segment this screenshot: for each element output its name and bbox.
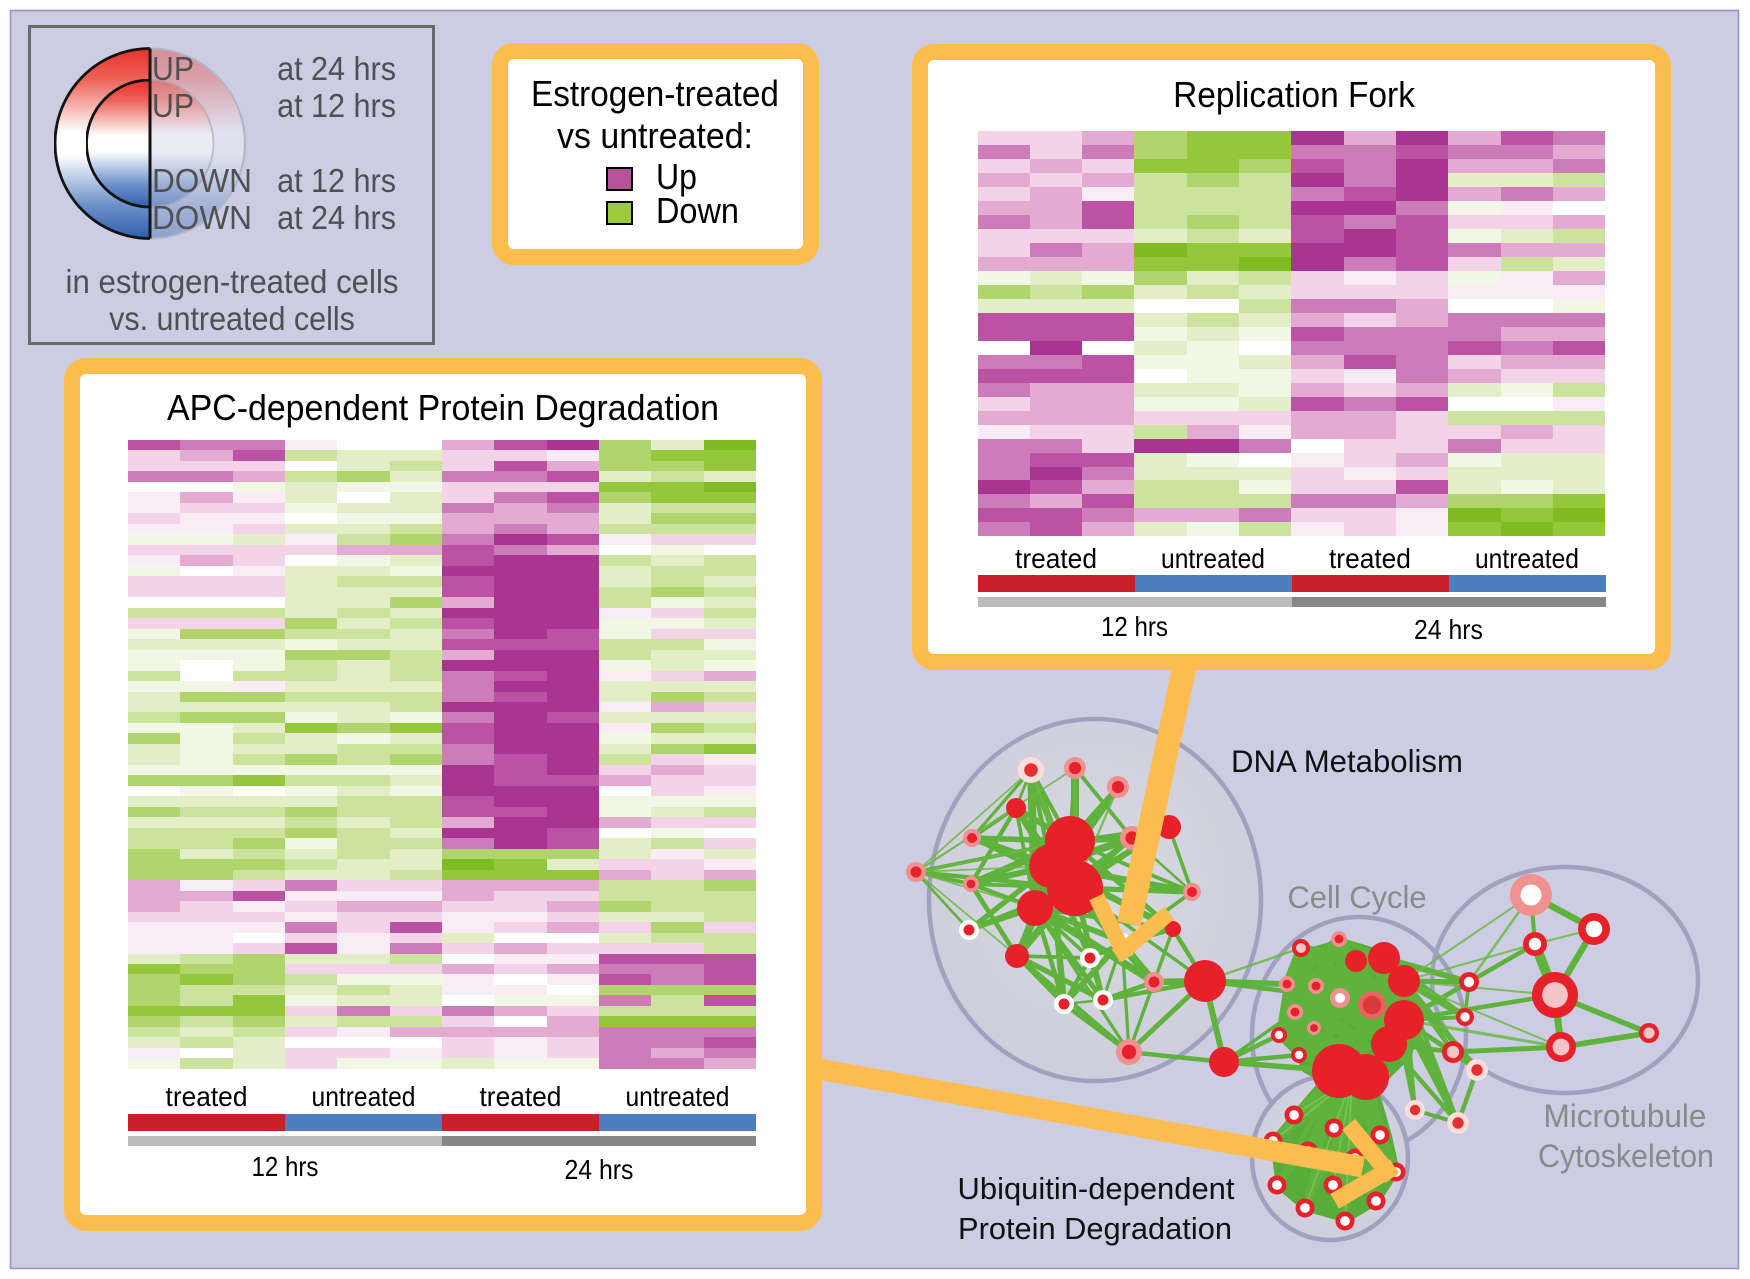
svg-text:DOWN: DOWN [152, 199, 252, 236]
svg-text:Down: Down [656, 191, 739, 231]
svg-text:treated: treated [166, 1081, 248, 1112]
svg-text:24 hrs: 24 hrs [564, 1154, 633, 1186]
svg-text:12 hrs: 12 hrs [1101, 610, 1168, 642]
svg-text:treated: treated [1015, 543, 1097, 574]
svg-text:Microtubule: Microtubule [1544, 1098, 1707, 1134]
svg-text:vs untreated:: vs untreated: [557, 116, 753, 156]
svg-text:untreated: untreated [625, 1081, 729, 1113]
svg-text:DOWN: DOWN [152, 162, 252, 199]
svg-text:Up: Up [656, 157, 697, 197]
svg-text:untreated: untreated [1475, 543, 1579, 575]
svg-text:DNA Metabolism: DNA Metabolism [1231, 744, 1463, 779]
svg-text:12 hrs: 12 hrs [252, 1150, 319, 1182]
svg-text:at 12 hrs: at 12 hrs [277, 162, 396, 199]
svg-text:UP: UP [152, 87, 194, 125]
svg-text:treated: treated [1329, 543, 1411, 574]
svg-text:untreated: untreated [312, 1081, 416, 1113]
svg-text:at 24 hrs: at 24 hrs [277, 199, 396, 236]
svg-text:APC-dependent Protein Degradat: APC-dependent Protein Degradation [167, 388, 719, 428]
svg-text:Ubiquitin-dependent: Ubiquitin-dependent [958, 1171, 1235, 1206]
svg-text:treated: treated [479, 1081, 561, 1112]
svg-text:in estrogen-treated cells: in estrogen-treated cells [66, 263, 399, 300]
svg-text:vs. untreated cells: vs. untreated cells [109, 300, 355, 337]
svg-text:24 hrs: 24 hrs [1414, 614, 1483, 646]
svg-text:at 12 hrs: at 12 hrs [277, 87, 396, 124]
svg-text:at 24 hrs: at 24 hrs [277, 50, 396, 87]
svg-text:Cell Cycle: Cell Cycle [1288, 880, 1427, 915]
svg-text:Estrogen-treated: Estrogen-treated [531, 75, 779, 114]
svg-text:Protein Degradation: Protein Degradation [958, 1211, 1232, 1246]
svg-text:Replication Fork: Replication Fork [1173, 76, 1415, 115]
svg-text:untreated: untreated [1161, 543, 1265, 575]
svg-text:Cytoskeleton: Cytoskeleton [1538, 1138, 1714, 1174]
svg-text:UP: UP [152, 50, 194, 88]
